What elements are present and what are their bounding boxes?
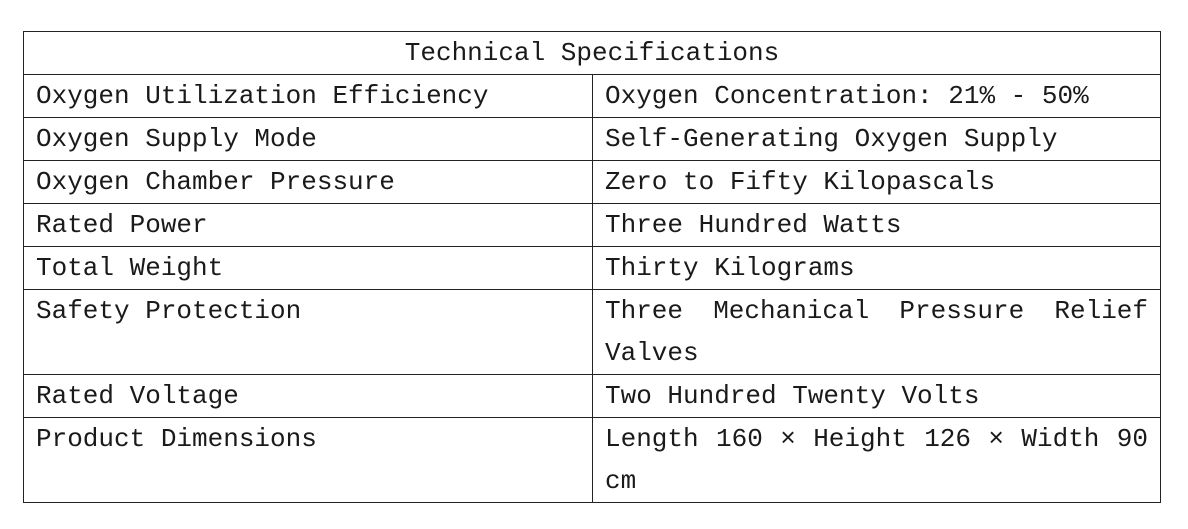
spec-value: Thirty Kilograms	[592, 246, 1161, 290]
spec-value: Length 160 × Height 126 × Width 90 cm	[592, 417, 1161, 503]
spec-name: Oxygen Chamber Pressure	[23, 160, 593, 204]
spec-row: Oxygen Utilization Efficiency Oxygen Conc…	[23, 74, 1161, 118]
spec-name: Product Dimensions	[23, 417, 593, 503]
spec-name: Rated Voltage	[23, 374, 593, 418]
table-body: Oxygen Utilization Efficiency Oxygen Conc…	[23, 74, 1161, 503]
spec-row: Oxygen Chamber Pressure Zero to Fifty Kil…	[23, 160, 1161, 204]
spec-row: Safety Protection Three Mechanical Pressu…	[23, 289, 1161, 375]
spec-row: Rated Power Three Hundred Watts	[23, 203, 1161, 247]
spec-name: Safety Protection	[23, 289, 593, 375]
spec-name: Oxygen Utilization Efficiency	[23, 74, 593, 118]
table-title: Technical Specifications	[23, 31, 1161, 75]
title-row: Technical Specifications	[23, 31, 1161, 75]
spec-row: Product Dimensions Length 160 × Height 12…	[23, 417, 1161, 503]
spec-name: Oxygen Supply Mode	[23, 117, 593, 161]
spec-value: Oxygen Concentration: 21% - 50%	[592, 74, 1161, 118]
spec-value: Self-Generating Oxygen Supply	[592, 117, 1161, 161]
spec-value: Three Mechanical Pressure Relief Valves	[592, 289, 1161, 375]
spec-table: Technical Specifications Oxygen Utilizat…	[23, 31, 1161, 503]
spec-row: Oxygen Supply Mode Self-Generating Oxygen…	[23, 117, 1161, 161]
spec-value: Three Hundred Watts	[592, 203, 1161, 247]
spec-row: Rated Voltage Two Hundred Twenty Volts	[23, 374, 1161, 418]
spec-row: Total Weight Thirty Kilograms	[23, 246, 1161, 290]
spec-value: Two Hundred Twenty Volts	[592, 374, 1161, 418]
spec-name: Total Weight	[23, 246, 593, 290]
spec-value: Zero to Fifty Kilopascals	[592, 160, 1161, 204]
spec-name: Rated Power	[23, 203, 593, 247]
